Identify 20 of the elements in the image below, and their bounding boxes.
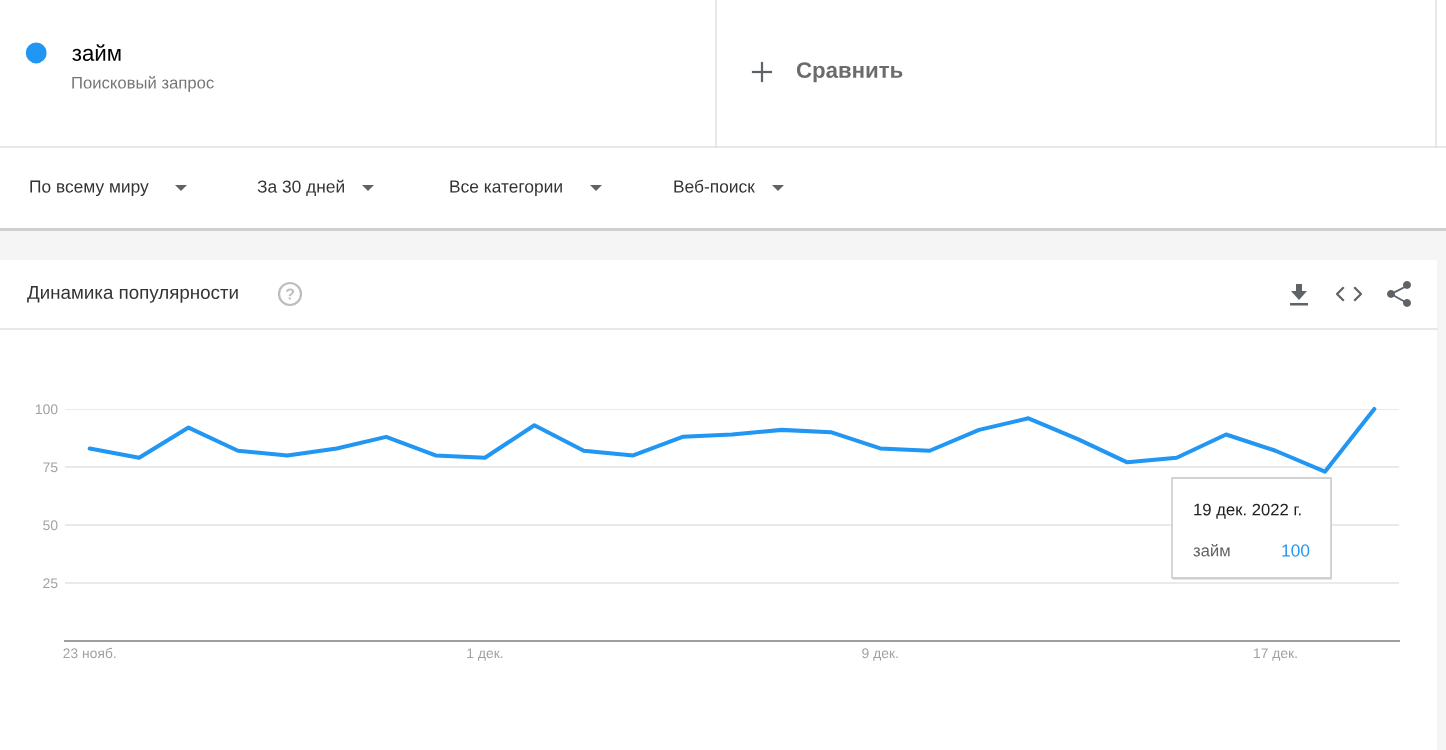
x-tick-label: 1 дек. [467,648,503,661]
text: Поисковый запрос [72,76,214,92]
y-tick-label: 75 [43,462,58,473]
annotation: займ [1193,543,1230,557]
line-series [87,406,1377,474]
text: Веб-поиск [674,179,755,193]
x-tick-label: 9 дек. [862,648,898,661]
annotation: 100 [1282,544,1310,557]
text: Все категории [450,180,562,197]
text: За 30 дней [257,179,344,197]
legend-label: займ [72,44,121,61]
chart-title: Динамика популярности [27,285,238,303]
y-tick-label: 25 [43,578,58,589]
y-tick-label: 100 [35,404,58,415]
text: Сравнить [796,62,903,83]
text: По всему миру [30,180,149,197]
y-tick-label: 50 [43,520,58,531]
annotation: 19 дек. 2022 г. [1194,503,1301,519]
x-tick-label: 17 дек. [1254,648,1297,661]
x-tick-label: 23 нояб. [63,647,116,659]
